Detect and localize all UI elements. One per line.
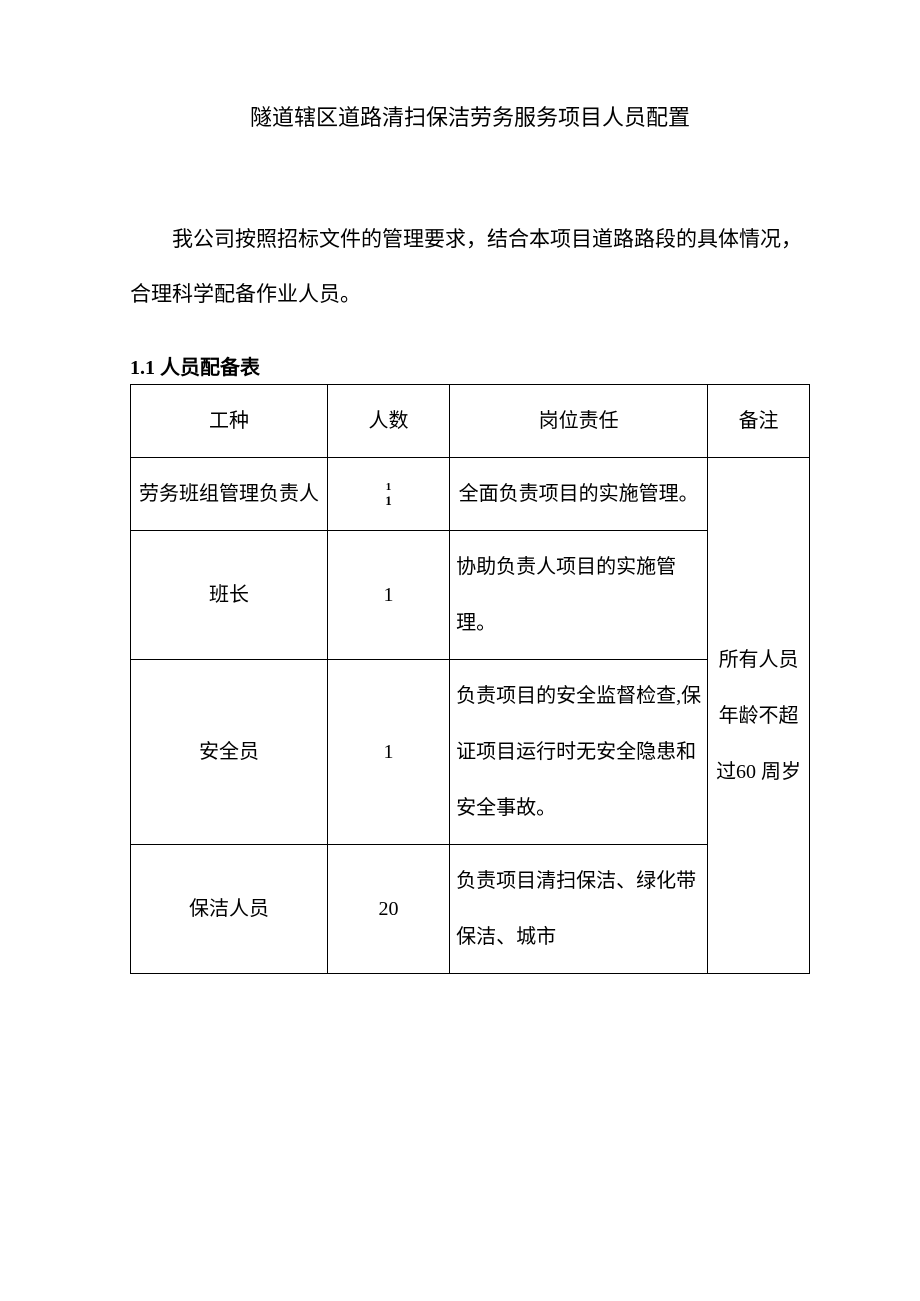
- table-header-row: 工种 人数 岗位责任 备注: [131, 385, 810, 458]
- header-role: 工种: [131, 385, 328, 458]
- count-cell: 20: [327, 845, 449, 974]
- count-main: 1: [385, 483, 392, 519]
- staffing-table: 工种 人数 岗位责任 备注 劳务班组管理负责人 1 1 全面负责项目的实施管理。…: [130, 384, 810, 974]
- header-count: 人数: [327, 385, 449, 458]
- table-row: 劳务班组管理负责人 1 1 全面负责项目的实施管理。 所有人员年龄不超过60 周…: [131, 458, 810, 531]
- duty-cell: 负责项目的安全监督检查,保证项目运行时无安全隐患和安全事故。: [450, 660, 708, 845]
- document-title: 隧道辖区道路清扫保洁劳务服务项目人员配置: [130, 100, 810, 132]
- role-cell: 保洁人员: [131, 845, 328, 974]
- duty-cell: 协助负责人项目的实施管理。: [450, 531, 708, 660]
- header-duty: 岗位责任: [450, 385, 708, 458]
- duty-cell: 全面负责项目的实施管理。: [450, 458, 708, 531]
- count-cell: 1: [327, 660, 449, 845]
- header-note: 备注: [708, 385, 810, 458]
- role-cell: 安全员: [131, 660, 328, 845]
- section-heading: 1.1 人员配备表: [130, 351, 810, 380]
- note-cell-merged: 所有人员年龄不超过60 周岁: [708, 458, 810, 974]
- intro-paragraph: 我公司按照招标文件的管理要求，结合本项目道路路段的具体情况，合理科学配备作业人员…: [130, 212, 810, 321]
- role-cell: 班长: [131, 531, 328, 660]
- role-cell: 劳务班组管理负责人: [131, 458, 328, 531]
- count-cell: 1 1: [327, 458, 449, 531]
- count-cell: 1: [327, 531, 449, 660]
- duty-cell: 负责项目清扫保洁、绿化带保洁、城市: [450, 845, 708, 974]
